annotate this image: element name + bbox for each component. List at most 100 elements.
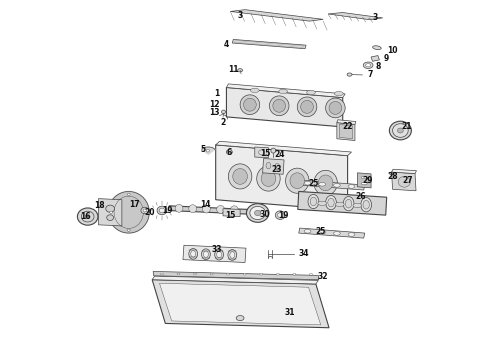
Text: 14: 14 [200,200,211,209]
Ellipse shape [240,95,260,114]
Polygon shape [108,192,149,233]
Ellipse shape [228,249,237,260]
Text: 1: 1 [214,89,220,98]
Ellipse shape [326,98,345,118]
Polygon shape [357,173,371,188]
Polygon shape [216,141,351,156]
Ellipse shape [226,149,232,154]
Ellipse shape [398,176,411,187]
Ellipse shape [217,251,221,258]
Polygon shape [337,123,355,140]
Ellipse shape [334,91,343,96]
Ellipse shape [361,176,367,179]
Ellipse shape [335,202,344,207]
Text: 2: 2 [220,118,225,127]
Polygon shape [159,283,321,325]
Ellipse shape [361,183,367,185]
Text: 22: 22 [343,122,353,131]
Ellipse shape [310,273,313,275]
Ellipse shape [270,96,289,116]
Polygon shape [216,145,347,211]
Text: 19: 19 [162,206,172,215]
Ellipse shape [85,215,90,219]
Ellipse shape [392,124,408,137]
Ellipse shape [127,193,130,195]
Text: 20: 20 [145,208,155,217]
Ellipse shape [308,194,319,209]
Text: 34: 34 [299,249,309,258]
Polygon shape [255,147,269,158]
Ellipse shape [390,172,393,175]
Text: 15: 15 [260,149,270,158]
Ellipse shape [230,206,238,214]
Polygon shape [168,206,247,214]
Ellipse shape [202,205,210,213]
Text: 18: 18 [95,201,105,210]
Polygon shape [223,209,240,217]
Ellipse shape [397,128,403,133]
Polygon shape [337,120,356,125]
Text: 30: 30 [260,210,270,219]
Ellipse shape [189,205,196,213]
Ellipse shape [293,273,296,275]
Polygon shape [152,280,329,328]
Ellipse shape [319,230,326,234]
Ellipse shape [230,252,235,258]
Ellipse shape [145,211,148,213]
Ellipse shape [250,88,259,93]
Text: 19: 19 [278,211,289,220]
Ellipse shape [290,173,305,189]
Polygon shape [328,13,383,20]
Text: 5: 5 [201,145,206,154]
Ellipse shape [279,89,288,94]
Ellipse shape [233,168,247,184]
Ellipse shape [319,183,326,186]
Ellipse shape [277,213,283,217]
Ellipse shape [301,100,314,113]
Ellipse shape [77,208,98,225]
Text: 23: 23 [272,166,282,175]
Ellipse shape [217,206,224,213]
Text: 4: 4 [224,40,229,49]
Ellipse shape [260,273,263,275]
Ellipse shape [107,215,114,221]
Ellipse shape [254,210,261,216]
Text: 9: 9 [383,54,389,63]
Ellipse shape [227,273,230,275]
Ellipse shape [141,207,149,214]
Text: 33: 33 [212,246,222,255]
Ellipse shape [343,197,354,211]
Text: 32: 32 [318,271,328,280]
Text: 16: 16 [80,212,90,221]
Ellipse shape [238,69,243,72]
Ellipse shape [333,231,340,235]
Ellipse shape [353,203,362,208]
Text: 11: 11 [229,65,239,74]
Text: 15: 15 [225,211,236,220]
Text: 24: 24 [274,150,285,159]
Ellipse shape [297,97,317,117]
Text: 3: 3 [237,10,243,19]
Text: 31: 31 [284,308,294,317]
Ellipse shape [363,201,369,209]
Ellipse shape [246,204,269,222]
Ellipse shape [206,149,209,152]
Ellipse shape [106,205,115,212]
Ellipse shape [259,150,265,155]
Ellipse shape [261,171,276,186]
Ellipse shape [286,168,309,193]
Ellipse shape [326,195,336,210]
Polygon shape [371,55,379,61]
Ellipse shape [257,166,280,191]
Ellipse shape [275,163,280,170]
Text: 21: 21 [401,122,412,131]
Ellipse shape [276,273,279,275]
Ellipse shape [318,201,327,206]
Polygon shape [153,271,319,280]
Text: 7: 7 [367,71,372,80]
Ellipse shape [236,316,244,320]
Ellipse shape [372,46,381,50]
Text: 3: 3 [372,13,377,22]
Ellipse shape [273,99,286,112]
Text: 28: 28 [388,172,398,181]
